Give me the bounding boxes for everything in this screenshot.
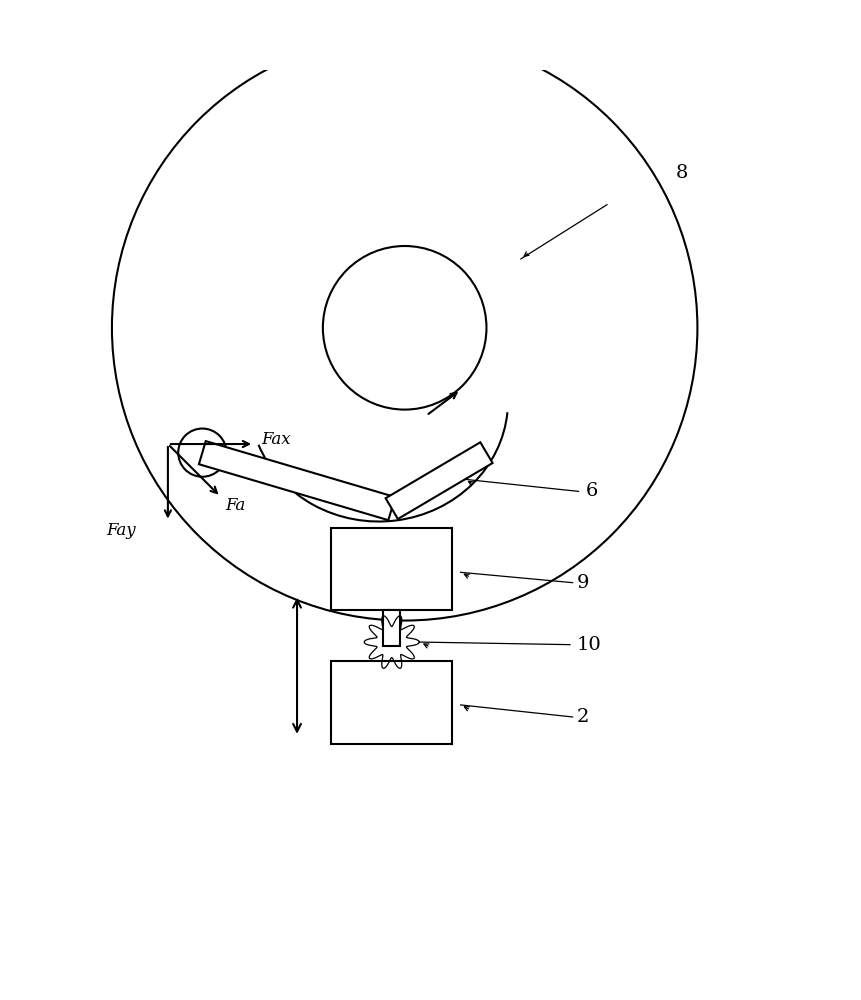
Polygon shape	[386, 442, 492, 519]
Text: 6: 6	[585, 482, 598, 500]
Bar	[331, 661, 452, 744]
Text: 9: 9	[577, 574, 590, 592]
Text: Fax: Fax	[261, 431, 290, 448]
Bar	[383, 610, 400, 646]
Text: 10: 10	[577, 636, 602, 654]
Polygon shape	[199, 441, 395, 520]
Text: Fay: Fay	[106, 522, 135, 539]
Text: 8: 8	[676, 164, 688, 182]
Bar	[331, 528, 452, 610]
Text: 2: 2	[577, 708, 589, 726]
Text: Fa: Fa	[225, 497, 245, 514]
